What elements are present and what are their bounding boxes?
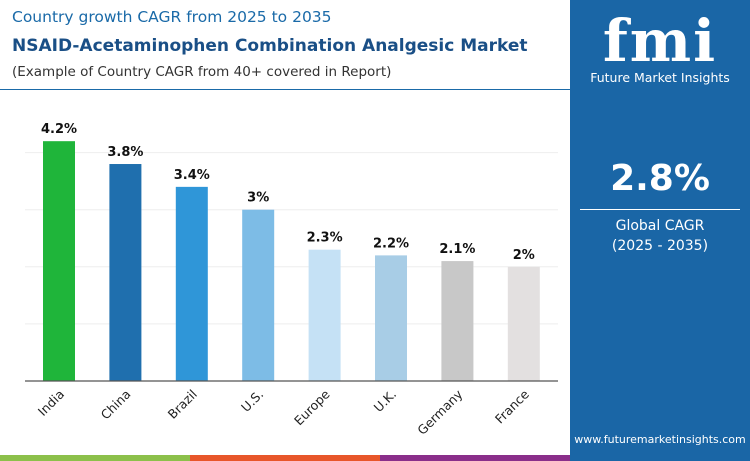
bar-europe (308, 249, 341, 381)
x-tick-label: U.K. (371, 387, 399, 415)
side-panel: fmi Future Market Insights 2.8% Global C… (570, 0, 750, 461)
bar-france (507, 266, 540, 381)
bar-brazil (175, 186, 208, 381)
chart-subtitle: Country growth CAGR from 2025 to 2035 (12, 8, 332, 26)
website-link[interactable]: www.futuremarketinsights.com (574, 433, 746, 446)
bar-us (242, 209, 275, 381)
cagr-label: Global CAGR (615, 218, 705, 234)
data-label: 3.4% (174, 168, 210, 183)
x-tick-label: U.S. (238, 387, 266, 415)
bar-india (43, 141, 75, 381)
x-tick-label: Brazil (165, 387, 200, 422)
x-tick-label: China (98, 387, 134, 423)
bar-uk (375, 255, 407, 381)
brand-name: Future Market Insights (590, 70, 730, 85)
cagr-period: (2025 - 2035) (611, 238, 709, 254)
fmi-logo: fmi (602, 7, 718, 75)
color-strip-green (0, 455, 190, 461)
x-tick-label: Germany (414, 386, 466, 438)
x-tick-label: Europe (291, 386, 333, 428)
chart-title: NSAID-Acetaminophen Combination Analgesi… (12, 36, 528, 56)
divider (580, 209, 740, 210)
data-label: 3.8% (107, 145, 143, 160)
data-label: 2.2% (373, 236, 409, 251)
data-label: 2.3% (307, 231, 343, 246)
global-cagr-value: 2.8% (610, 158, 710, 199)
chart-note: (Example of Country CAGR from 40+ covere… (12, 64, 392, 80)
bar-chart: 4.2% India 3.8% China 3.4% Brazil 3% U.S. 2.3% Eu… (25, 122, 558, 438)
global-cagr-label: Global CAGR (2025 - 2035) (570, 216, 750, 256)
data-label: 4.2% (41, 122, 77, 137)
x-tick-label: India (35, 387, 67, 419)
color-strip-orange (190, 455, 380, 461)
x-tick-label: France (492, 386, 532, 426)
data-label: 3% (247, 191, 269, 206)
divider (0, 89, 570, 90)
color-strip-purple (380, 455, 570, 461)
data-label: 2% (513, 248, 535, 263)
data-label: 2.1% (439, 242, 475, 257)
bar-china (109, 164, 142, 381)
bar-germany (441, 261, 474, 381)
